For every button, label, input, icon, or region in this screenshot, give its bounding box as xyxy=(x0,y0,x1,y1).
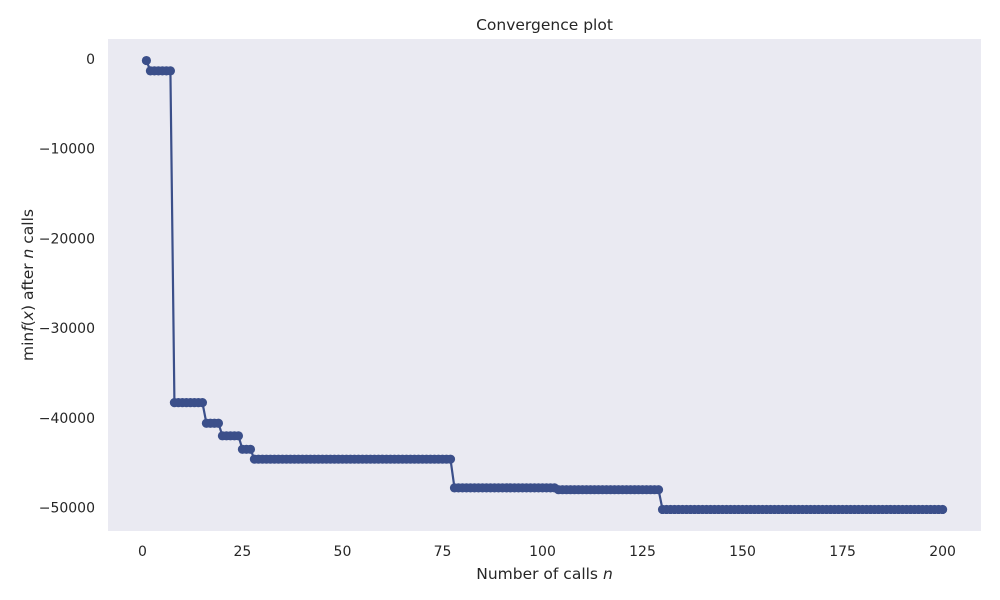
y-axis-ticks: 0 −10000 −20000 −30000 −40000 −50000 xyxy=(39,52,95,517)
y-axis-label-after: after xyxy=(19,258,37,305)
y-axis-label: minf(x) after n calls xyxy=(19,209,37,361)
data-point xyxy=(213,418,224,428)
y-axis-label-close-paren: ) xyxy=(19,305,37,311)
x-tick-label: 150 xyxy=(729,544,756,560)
y-tick-label: 0 xyxy=(86,52,95,68)
data-point xyxy=(445,454,456,464)
x-tick-label: 75 xyxy=(434,544,452,560)
y-tick-label: −50000 xyxy=(39,501,95,517)
series-points xyxy=(141,55,948,515)
chart-title: Convergence plot xyxy=(476,16,613,34)
data-point xyxy=(245,444,256,454)
x-tick-label: 25 xyxy=(234,544,252,560)
y-axis-label-open-paren: ( xyxy=(19,320,37,326)
data-point xyxy=(197,398,208,408)
data-point xyxy=(141,55,152,66)
y-axis-label-f: f xyxy=(19,324,37,332)
data-point xyxy=(937,504,948,515)
plot-area xyxy=(108,39,981,531)
y-axis-label-n: n xyxy=(19,249,37,259)
x-axis-label-variable: n xyxy=(603,565,613,583)
x-axis-label: Number of calls n xyxy=(476,565,613,583)
x-tick-label: 175 xyxy=(829,544,856,560)
data-point xyxy=(165,66,176,76)
x-tick-label: 0 xyxy=(138,544,147,560)
x-tick-label: 200 xyxy=(929,544,956,560)
data-point xyxy=(233,431,244,441)
y-tick-label: −40000 xyxy=(39,411,95,427)
x-axis-label-text: Number of calls xyxy=(476,565,603,583)
y-tick-label: −30000 xyxy=(39,321,95,337)
y-tick-label: −10000 xyxy=(39,142,95,158)
data-point xyxy=(653,485,664,495)
x-axis-ticks: 0 25 50 75 100 125 150 175 200 xyxy=(138,544,956,560)
y-axis-label-min: min xyxy=(19,332,37,361)
x-tick-label: 100 xyxy=(529,544,556,560)
y-axis-label-x: x xyxy=(19,310,37,321)
y-axis-label-calls: calls xyxy=(19,209,37,249)
y-tick-label: −20000 xyxy=(39,231,95,247)
x-tick-label: 50 xyxy=(334,544,352,560)
x-tick-label: 125 xyxy=(629,544,656,560)
